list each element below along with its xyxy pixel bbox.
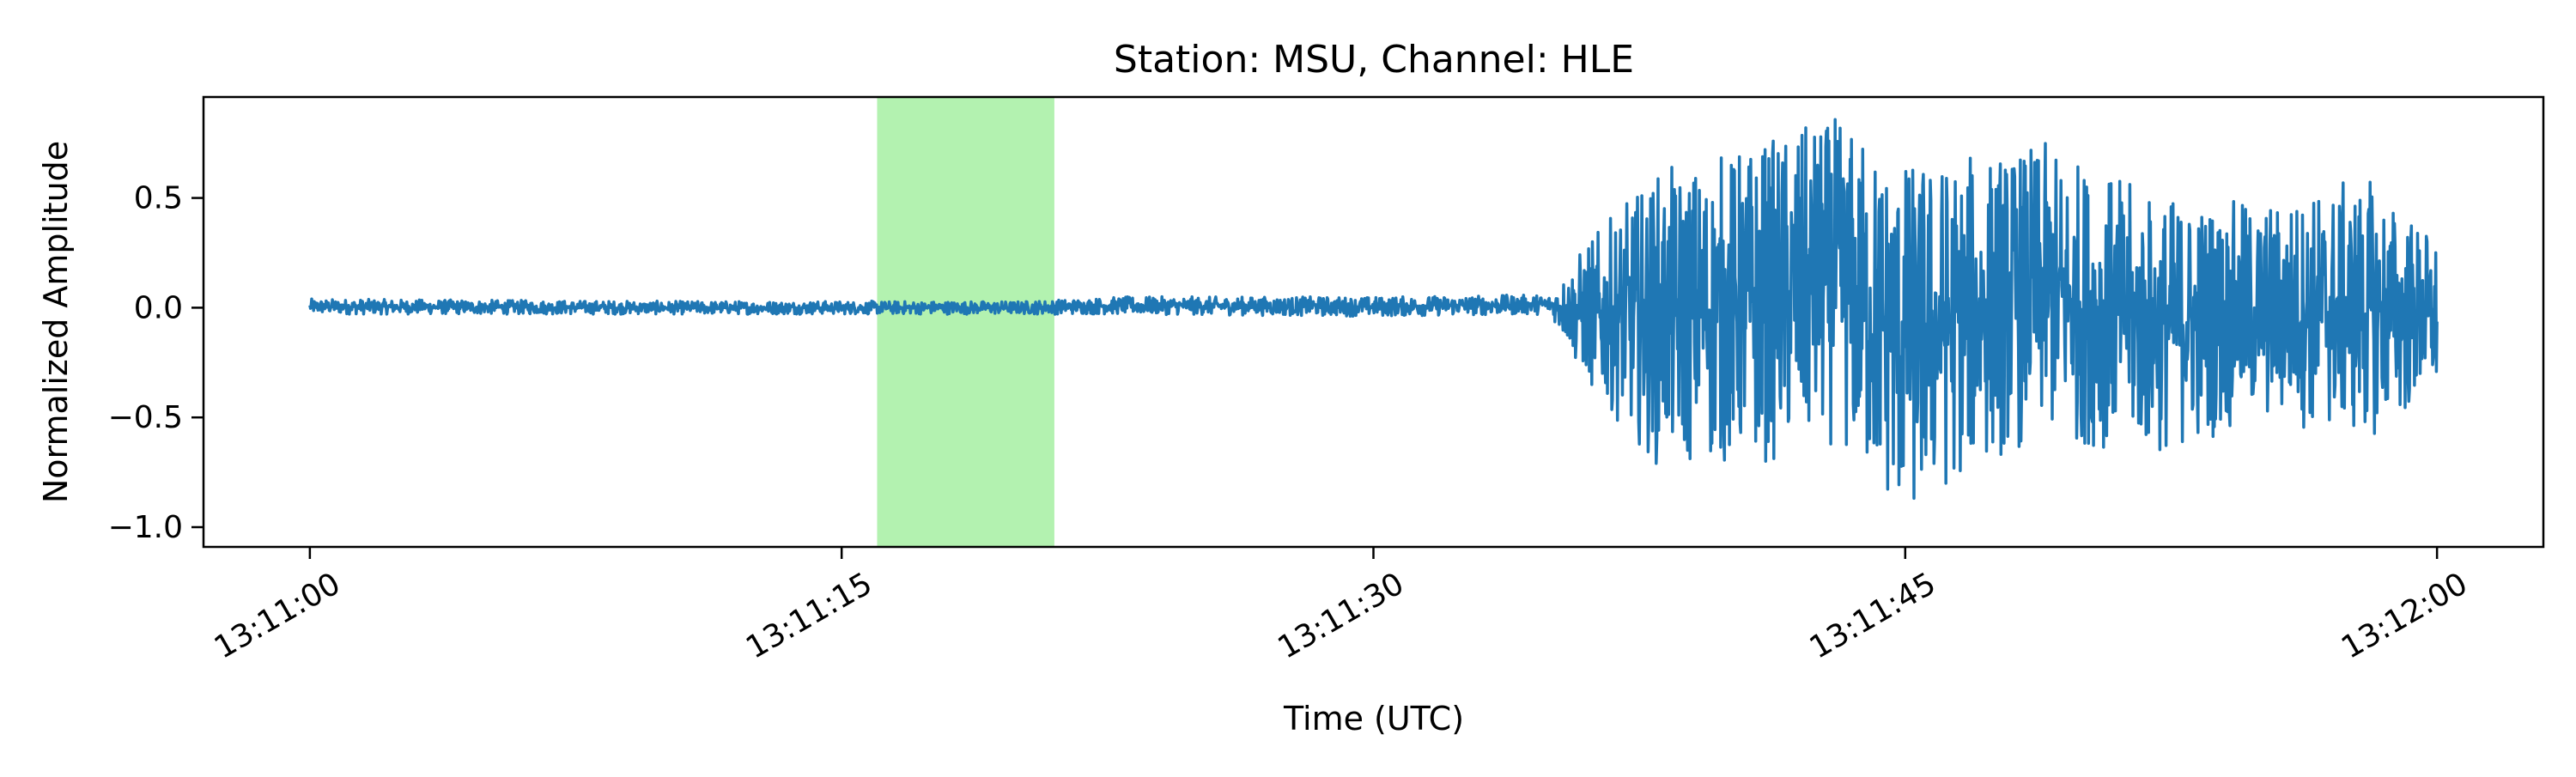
- highlight-window: [877, 97, 1054, 547]
- x-tick-label-0: 13:11:00: [209, 566, 347, 665]
- x-tick-label-4: 13:12:00: [2336, 566, 2474, 665]
- y-tick-label-3: −1.0: [108, 510, 183, 545]
- x-tick-label-3: 13:11:45: [1804, 566, 1942, 665]
- chart-title: Station: MSU, Channel: HLE: [1114, 38, 1634, 82]
- x-axis-label: Time (UTC): [1283, 700, 1464, 738]
- y-tick-label-0: 0.5: [134, 181, 183, 216]
- y-tick-label-2: −0.5: [108, 400, 183, 435]
- x-tick-label-1: 13:11:15: [740, 566, 878, 665]
- y-axis-label: Normalized Amplitude: [37, 141, 75, 503]
- x-tick-label-2: 13:11:30: [1272, 566, 1410, 665]
- waveform-series-0: [308, 118, 2439, 501]
- y-tick-label-1: 0.0: [134, 290, 183, 325]
